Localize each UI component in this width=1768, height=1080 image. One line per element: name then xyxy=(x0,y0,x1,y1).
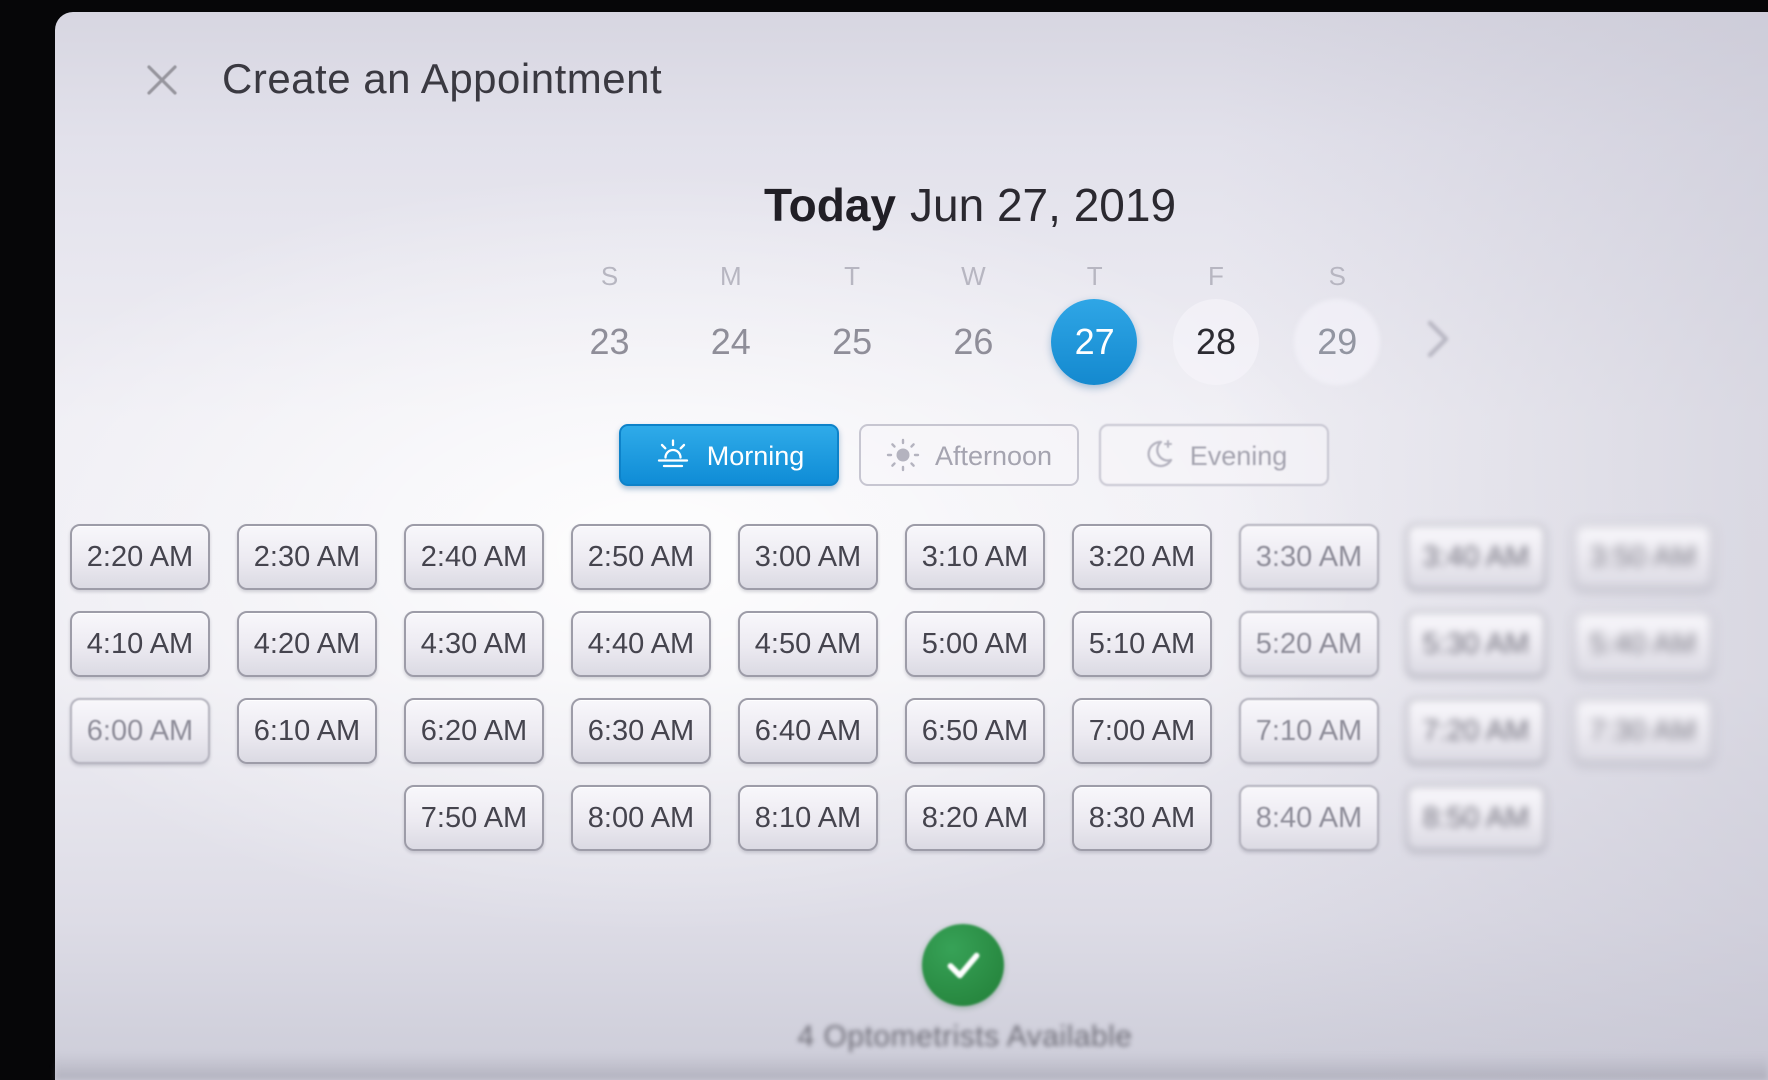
time-slot-5-30-am[interactable]: 5:30 AM xyxy=(1406,611,1546,677)
weekday-header-3: W xyxy=(961,261,986,291)
time-slot-8-50-am[interactable]: 8:50 AM xyxy=(1406,785,1546,851)
day-cell-28[interactable]: 28 xyxy=(1156,299,1277,385)
chevron-right-icon xyxy=(1427,320,1449,358)
time-slot-7-20-am[interactable]: 7:20 AM xyxy=(1406,698,1546,764)
time-slot-3-30-am[interactable]: 3:30 AM xyxy=(1239,524,1379,590)
time-slot-3-50-am[interactable]: 3:50 AM xyxy=(1573,524,1713,590)
selected-day-circle xyxy=(1051,299,1138,385)
time-slot-8-20-am[interactable]: 8:20 AM xyxy=(905,785,1045,851)
moon-icon xyxy=(1141,438,1175,472)
time-slot-2-40-am[interactable]: 2:40 AM xyxy=(404,524,544,590)
day-label: 26 xyxy=(953,321,994,362)
date-heading: Today Jun 27, 2019 xyxy=(764,178,1176,232)
weekday-header-0: S xyxy=(600,261,619,291)
day-label: 28 xyxy=(1195,321,1237,362)
day-label: 29 xyxy=(1317,321,1358,362)
period-label: Afternoon xyxy=(934,440,1053,471)
time-slot-4-20-am[interactable]: 4:20 AM xyxy=(237,611,377,677)
day-cell-24[interactable]: 24 xyxy=(670,299,791,385)
time-slot-3-00-am[interactable]: 3:00 AM xyxy=(738,524,878,590)
confirm-button[interactable] xyxy=(922,924,1004,1006)
availability-text: 4 Optometrists Available xyxy=(797,1020,1133,1053)
day-cell-27[interactable]: 27 xyxy=(1034,299,1155,385)
sunrise-icon xyxy=(654,439,692,471)
time-slot-6-40-am[interactable]: 6:40 AM xyxy=(738,698,878,764)
period-label: Evening xyxy=(1189,440,1288,471)
day-label: 27 xyxy=(1074,321,1115,362)
sun-icon xyxy=(886,438,920,472)
time-slot-5-00-am[interactable]: 5:00 AM xyxy=(905,611,1045,677)
time-slot-3-20-am[interactable]: 3:20 AM xyxy=(1072,524,1212,590)
page-title: Create an Appointment xyxy=(222,55,663,102)
time-slot-7-00-am[interactable]: 7:00 AM xyxy=(1072,698,1212,764)
period-button-evening[interactable]: Evening xyxy=(1099,424,1329,486)
time-slot-6-20-am[interactable]: 6:20 AM xyxy=(404,698,544,764)
time-slot-2-30-am[interactable]: 2:30 AM xyxy=(237,524,377,590)
weekday-header-2: T xyxy=(844,261,861,291)
check-circle-icon xyxy=(947,952,980,979)
time-slot-5-40-am[interactable]: 5:40 AM xyxy=(1573,611,1713,677)
time-slot-8-10-am[interactable]: 8:10 AM xyxy=(738,785,878,851)
time-slot-8-00-am[interactable]: 8:00 AM xyxy=(571,785,711,851)
time-slot-4-50-am[interactable]: 4:50 AM xyxy=(738,611,878,677)
weekday-header-5: F xyxy=(1208,261,1224,291)
day-row: 23 24 25 26 27 28 29 xyxy=(549,299,1398,385)
day-label: 24 xyxy=(710,321,751,362)
weekday-header-6: S xyxy=(1328,261,1346,291)
day-cell-26[interactable]: 26 xyxy=(913,299,1034,385)
period-button-afternoon[interactable]: Afternoon xyxy=(859,424,1079,486)
today-label: Today xyxy=(763,179,897,231)
close-button[interactable] xyxy=(138,56,186,104)
time-slot-2-20-am[interactable]: 2:20 AM xyxy=(70,524,210,590)
time-slot-8-30-am[interactable]: 8:30 AM xyxy=(1072,785,1212,851)
time-slot-5-20-am[interactable]: 5:20 AM xyxy=(1239,611,1379,677)
time-slot-4-30-am[interactable]: 4:30 AM xyxy=(404,611,544,677)
day-cell-23[interactable]: 23 xyxy=(549,299,670,385)
time-slot-3-40-am[interactable]: 3:40 AM xyxy=(1406,524,1546,590)
date-label: Jun 27, 2019 xyxy=(910,179,1177,231)
day-label: 23 xyxy=(589,321,630,362)
time-slot-7-10-am[interactable]: 7:10 AM xyxy=(1239,698,1379,764)
day-label: 25 xyxy=(832,321,873,362)
day-disc xyxy=(1172,299,1259,385)
time-slot-4-10-am[interactable]: 4:10 AM xyxy=(70,611,210,677)
time-slot-5-10-am[interactable]: 5:10 AM xyxy=(1072,611,1212,677)
time-slot-8-40-am[interactable]: 8:40 AM xyxy=(1239,785,1379,851)
time-slot-6-50-am[interactable]: 6:50 AM xyxy=(905,698,1045,764)
time-slot-4-40-am[interactable]: 4:40 AM xyxy=(571,611,711,677)
time-slot-2-50-am[interactable]: 2:50 AM xyxy=(571,524,711,590)
time-slot-6-30-am[interactable]: 6:30 AM xyxy=(571,698,711,764)
time-slot-7-50-am[interactable]: 7:50 AM xyxy=(404,785,544,851)
time-slot-6-10-am[interactable]: 6:10 AM xyxy=(237,698,377,764)
weekday-header-1: M xyxy=(719,261,742,291)
time-slot-6-00-am[interactable]: 6:00 AM xyxy=(70,698,210,764)
day-cell-25[interactable]: 25 xyxy=(792,299,913,385)
day-disc xyxy=(1293,299,1380,385)
time-slot-7-30-am[interactable]: 7:30 AM xyxy=(1573,698,1713,764)
period-label: Morning xyxy=(706,440,805,471)
time-slot-3-10-am[interactable]: 3:10 AM xyxy=(905,524,1045,590)
weekday-header-4: T xyxy=(1086,261,1103,291)
next-week-button[interactable] xyxy=(1416,312,1460,366)
day-cell-29[interactable]: 29 xyxy=(1277,299,1398,385)
period-button-morning[interactable]: Morning xyxy=(619,424,839,486)
close-icon xyxy=(147,65,177,95)
